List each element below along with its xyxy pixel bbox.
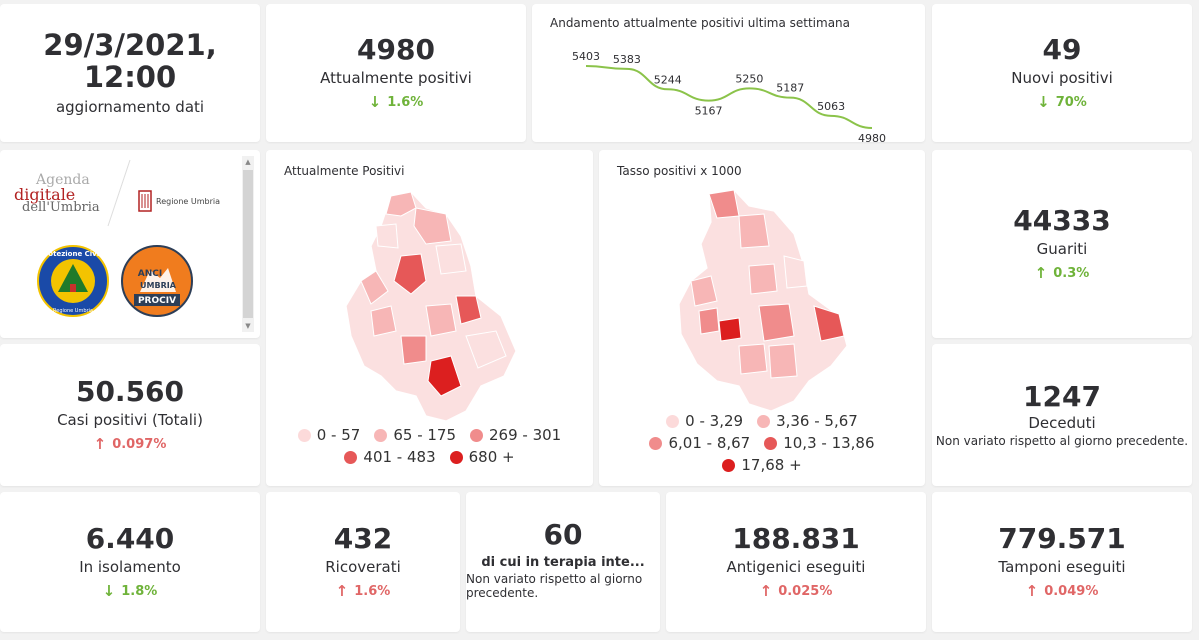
antigenici-value: 188.831 [732, 521, 860, 555]
umbria-map-tasso [678, 189, 848, 412]
legend-item: 0 - 57 [297, 426, 360, 444]
tamponi-change: ↑ 0.049% [1025, 582, 1099, 601]
tamponi-label: Tamponi eseguiti [998, 558, 1126, 577]
trend-data-label: 5250 [735, 72, 763, 85]
casi-totali-label: Casi positivi (Totali) [57, 411, 203, 430]
arrow-up-icon: ↑ [335, 582, 349, 601]
nuovi-positivi-value: 49 [1042, 32, 1082, 66]
ricoverati-card[interactable]: 432 Ricoverati ↑ 1.6% [266, 492, 460, 632]
terapia-label: di cui in terapia inte... [481, 554, 645, 570]
trend-data-label: 5187 [776, 82, 804, 95]
ricoverati-change: ↑ 1.6% [335, 582, 391, 601]
ricoverati-value: 432 [333, 521, 393, 555]
arrow-down-icon: ↓ [368, 93, 382, 112]
legend-item: 680 + [449, 448, 515, 466]
legend-item: 3,36 - 5,67 [757, 412, 858, 430]
svg-text:PROCIV: PROCIV [138, 296, 176, 306]
deceduti-value: 1247 [1023, 379, 1101, 413]
guariti-card[interactable]: 44333 Guariti ↑ 0.3% [932, 150, 1192, 338]
casi-totali-value: 50.560 [75, 374, 185, 408]
regione-umbria-logo: Regione Umbria [138, 190, 220, 212]
terapia-value: 60 [543, 518, 583, 551]
legend-item: 401 - 483 [344, 448, 436, 466]
tamponi-card[interactable]: 779.571 Tamponi eseguiti ↑ 0.049% [932, 492, 1192, 632]
logos-scrollbar[interactable]: ▲ ▼ [242, 156, 254, 332]
map-positivi-card[interactable]: Attualmente Positivi 0 - 57 65 - 175 269… [266, 150, 593, 486]
arrow-down-icon: ↓ [102, 582, 116, 601]
legend-item: 269 - 301 [470, 426, 561, 444]
guariti-value: 44333 [1013, 203, 1111, 237]
scrollbar-thumb[interactable] [243, 170, 253, 318]
legend-item: 0 - 3,29 [666, 412, 743, 430]
terapia-card[interactable]: 60 di cui in terapia inte... Non variato… [466, 492, 660, 632]
ricoverati-label: Ricoverati [325, 558, 401, 577]
trend-chart-title: Andamento attualmente positivi ultima se… [550, 16, 851, 30]
deceduti-note: Non variato rispetto al giorno precedent… [935, 434, 1189, 449]
casi-totali-card[interactable]: 50.560 Casi positivi (Totali) ↑ 0.097% [0, 344, 260, 486]
guariti-change: ↑ 0.3% [1034, 264, 1090, 283]
arrow-up-icon: ↑ [1025, 582, 1039, 601]
trend-data-label: 5167 [695, 105, 723, 118]
svg-text:UMBRIA: UMBRIA [140, 281, 177, 290]
isolamento-card[interactable]: 6.440 In isolamento ↓ 1.8% [0, 492, 260, 632]
guariti-label: Guariti [1036, 240, 1088, 259]
trend-data-label: 5403 [572, 50, 600, 63]
deceduti-label: Deceduti [1028, 414, 1096, 433]
regione-umbria-emblem-icon [138, 190, 152, 212]
umbria-map-positivi [345, 191, 517, 422]
arrow-up-icon: ↑ [759, 582, 773, 601]
update-card: 29/3/2021, 12:00 aggiornamento dati [0, 4, 260, 142]
antigenici-card[interactable]: 188.831 Antigenici eseguiti ↑ 0.025% [666, 492, 926, 632]
isolamento-label: In isolamento [79, 558, 181, 577]
antigenici-change: ↑ 0.025% [759, 582, 833, 601]
trend-chart-card[interactable]: Andamento attualmente positivi ultima se… [532, 4, 925, 142]
legend-item: 6,01 - 8,67 [649, 434, 750, 452]
protezione-civile-logo: Protezione Civile Regione Umbria [37, 245, 109, 317]
logos-card: Agenda digitale dell'Umbria Regione Umbr… [0, 150, 260, 338]
agenda-digitale-logo: Agenda digitale dell'Umbria [14, 172, 100, 216]
attualmente-positivi-change: ↓ 1.6% [368, 93, 424, 112]
divider-slash [107, 159, 131, 227]
map-tasso-card[interactable]: Tasso positivi x 1000 0 - 3,29 3,36 - 5,… [599, 150, 925, 486]
nuovi-positivi-label: Nuovi positivi [1011, 69, 1113, 88]
attualmente-positivi-card[interactable]: 4980 Attualmente positivi ↓ 1.6% [266, 4, 526, 142]
map-tasso-title: Tasso positivi x 1000 [617, 164, 742, 178]
trend-series-line [585, 65, 873, 129]
nuovi-positivi-card[interactable]: 49 Nuovi positivi ↓ 70% [932, 4, 1192, 142]
attualmente-positivi-label: Attualmente positivi [320, 69, 472, 88]
anci-umbria-prociv-logo: ANCI UMBRIA PROCIV [121, 245, 193, 317]
casi-totali-change: ↑ 0.097% [93, 435, 167, 454]
trend-data-label: 5383 [613, 53, 641, 66]
antigenici-label: Antigenici eseguiti [726, 558, 866, 577]
terapia-note: Non variato rispetto al giorno precedent… [466, 571, 643, 600]
arrow-up-icon: ↑ [1034, 264, 1048, 283]
update-label: aggiornamento dati [55, 97, 205, 116]
map-positivi-legend: 0 - 57 65 - 175 269 - 301 401 - 483 680 … [266, 426, 593, 466]
legend-item: 17,68 + [722, 456, 802, 474]
svg-text:Protezione Civile: Protezione Civile [40, 250, 107, 258]
svg-text:Regione Umbria: Regione Umbria [53, 308, 93, 314]
trend-data-label: 4980 [858, 132, 886, 142]
isolamento-value: 6.440 [85, 521, 175, 555]
map-positivi-title: Attualmente Positivi [284, 164, 405, 178]
deceduti-card[interactable]: 1247 Deceduti Non variato rispetto al gi… [932, 344, 1192, 486]
tamponi-value: 779.571 [998, 521, 1126, 555]
legend-item: 10,3 - 13,86 [764, 434, 875, 452]
nuovi-positivi-change: ↓ 70% [1037, 93, 1087, 112]
trend-line-chart: 5403 5383 5244 5167 5250 5187 5063 4980 [572, 50, 886, 142]
isolamento-change: ↓ 1.8% [102, 582, 158, 601]
arrow-up-icon: ↑ [93, 435, 107, 454]
arrow-down-icon: ↓ [1037, 93, 1050, 112]
trend-data-label: 5244 [654, 73, 682, 86]
attualmente-positivi-value: 4980 [357, 32, 435, 66]
scroll-down-icon[interactable]: ▼ [245, 322, 251, 330]
map-tasso-legend: 0 - 3,29 3,36 - 5,67 6,01 - 8,67 10,3 - … [599, 412, 925, 474]
update-datetime: 29/3/2021, 12:00 [43, 28, 217, 94]
svg-text:ANCI: ANCI [138, 269, 162, 279]
legend-item: 65 - 175 [374, 426, 456, 444]
trend-data-label: 5063 [817, 100, 845, 113]
scroll-up-icon[interactable]: ▲ [245, 158, 251, 166]
